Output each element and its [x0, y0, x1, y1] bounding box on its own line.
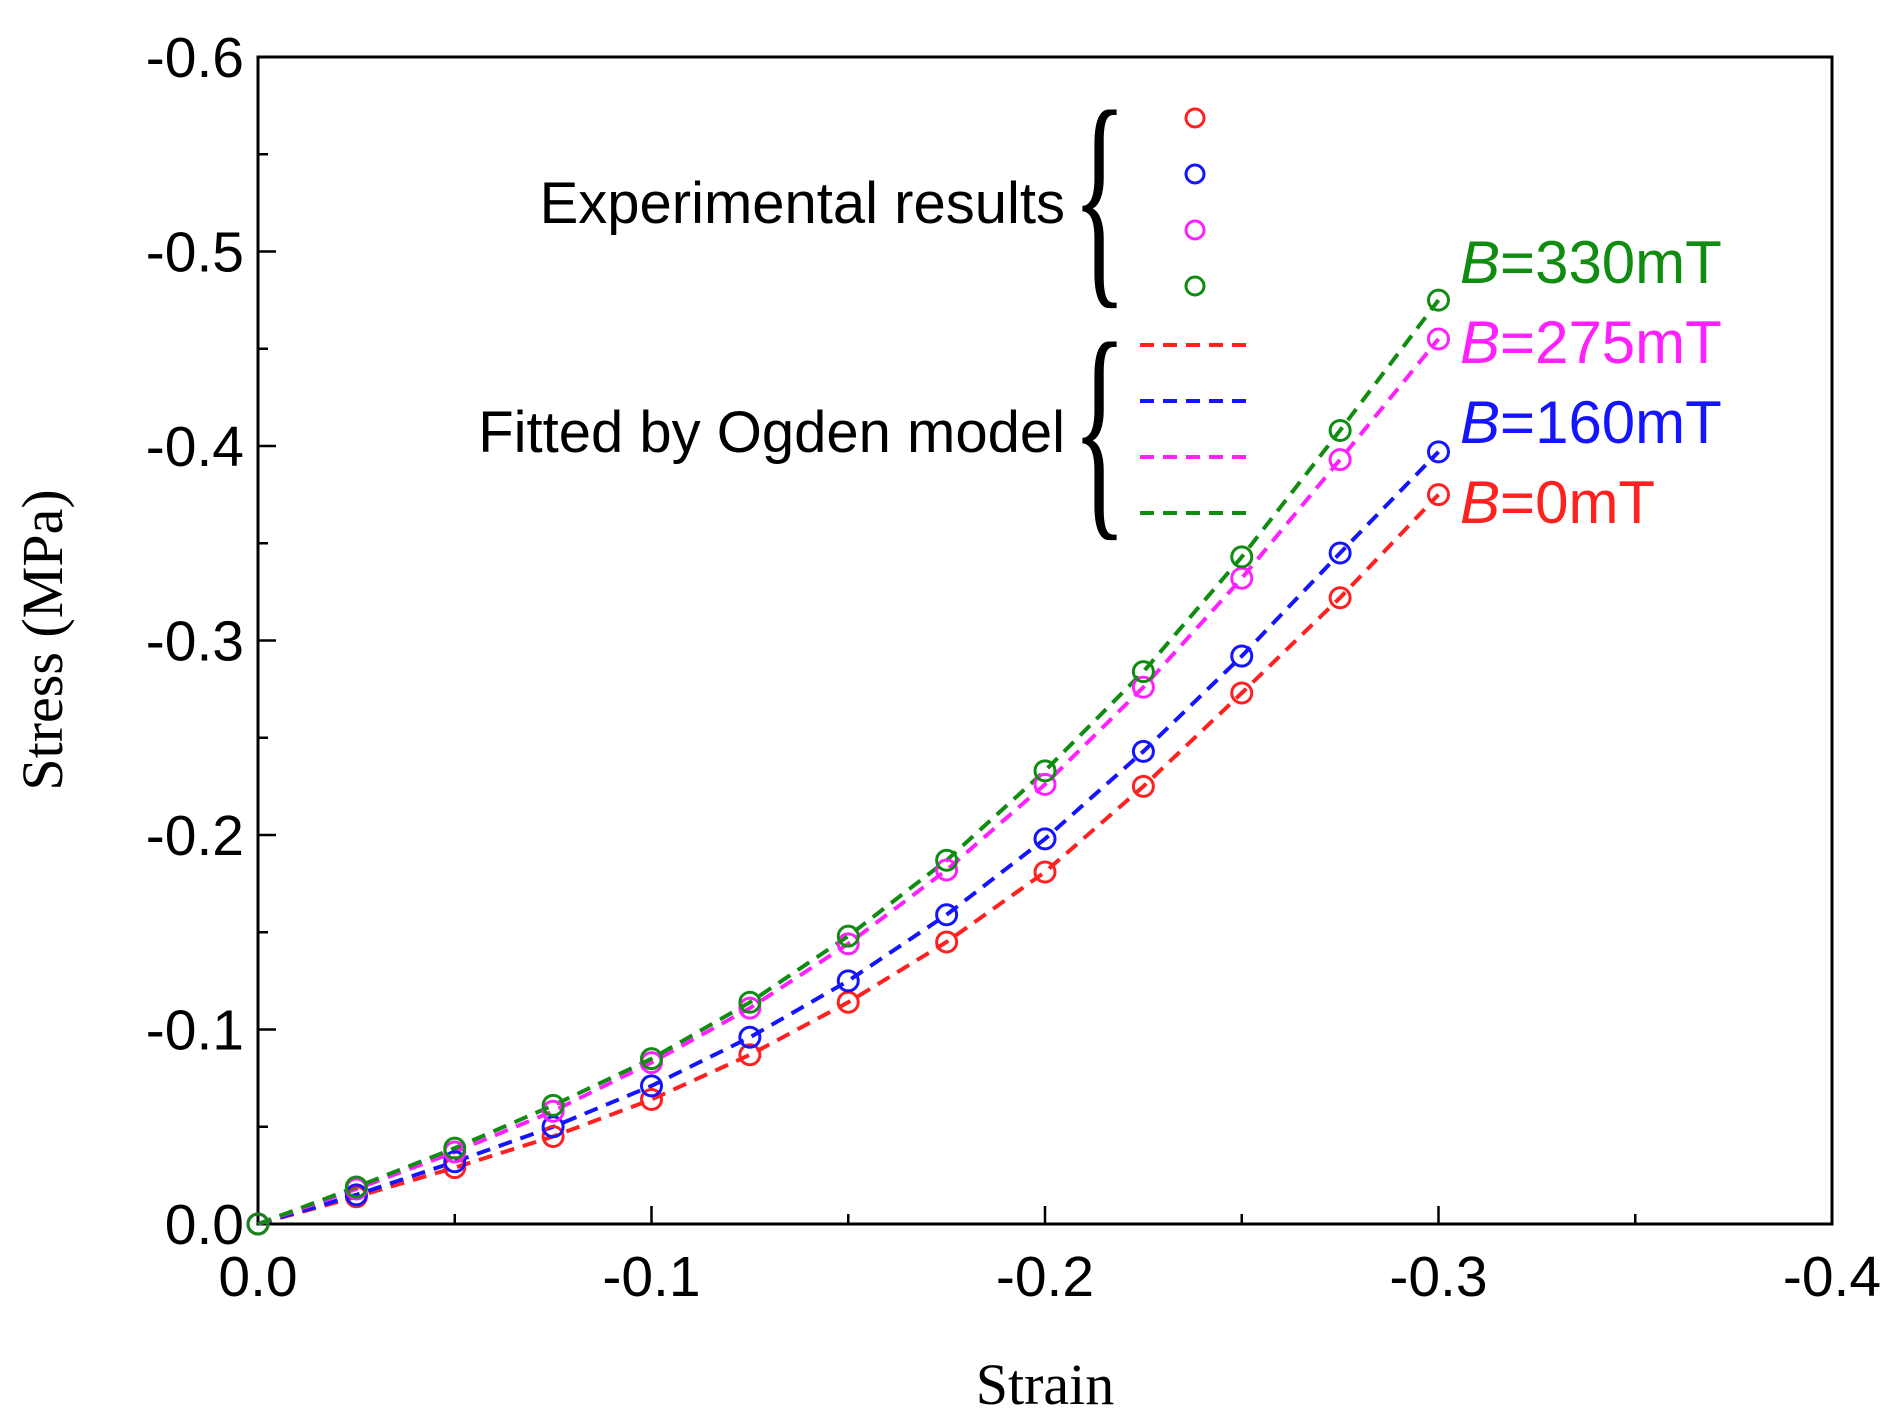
- x-axis-title: Strain: [976, 1352, 1115, 1417]
- legend-marker-1: [1186, 165, 1204, 183]
- fit-line-0: [258, 495, 1439, 1224]
- x-tick-label: -0.2: [996, 1245, 1094, 1309]
- y-tick-label: -0.1: [146, 999, 244, 1063]
- data-point-1: [838, 971, 858, 991]
- legend-experimental-brace: {: [1072, 62, 1127, 328]
- series-label-3: B=330mT: [1460, 229, 1722, 296]
- data-point-0: [1035, 862, 1055, 882]
- series-label-0: B=0mT: [1460, 469, 1655, 536]
- legend-lines: [1140, 345, 1250, 513]
- legend: Experimental results { Fitted by Ogden m…: [478, 62, 1250, 560]
- x-tick-label: -0.4: [1783, 1245, 1881, 1309]
- x-tick-label: -0.3: [1389, 1245, 1487, 1309]
- data-point-2: [1330, 450, 1350, 470]
- legend-fitted-label: Fitted by Ogden model: [478, 400, 1065, 465]
- data-point-2: [1232, 568, 1252, 588]
- x-tick-label: -0.1: [602, 1245, 700, 1309]
- y-tick-label: 0.0: [165, 1193, 244, 1257]
- y-tick-label: -0.2: [146, 804, 244, 868]
- legend-marker-3: [1186, 277, 1204, 295]
- series-labels: B=330mT B=275mT B=160mT B=0mT: [1460, 229, 1722, 536]
- y-tick-label: -0.6: [146, 26, 244, 90]
- legend-experimental-label: Experimental results: [540, 171, 1065, 236]
- y-tick-label: -0.4: [146, 415, 244, 479]
- legend-marker-2: [1186, 221, 1204, 239]
- fit-line-1: [258, 452, 1439, 1224]
- data-point-3: [1035, 761, 1055, 781]
- series-label-1: B=160mT: [1460, 389, 1722, 456]
- stress-strain-chart: 0.0 -0.1 -0.2 -0.3 -0.40.0-0.1-0.2-0.3-0.4-0…: [0, 0, 1902, 1419]
- y-tick-label: -0.3: [146, 610, 244, 674]
- fit-line-2: [258, 339, 1439, 1224]
- legend-marker-0: [1186, 109, 1204, 127]
- series-label-2: B=275mT: [1460, 309, 1722, 376]
- y-axis-title: Stress (MPa): [10, 489, 75, 790]
- legend-markers: [1186, 109, 1204, 295]
- y-tick-label: -0.5: [146, 221, 244, 285]
- legend-fitted-brace: {: [1072, 294, 1127, 560]
